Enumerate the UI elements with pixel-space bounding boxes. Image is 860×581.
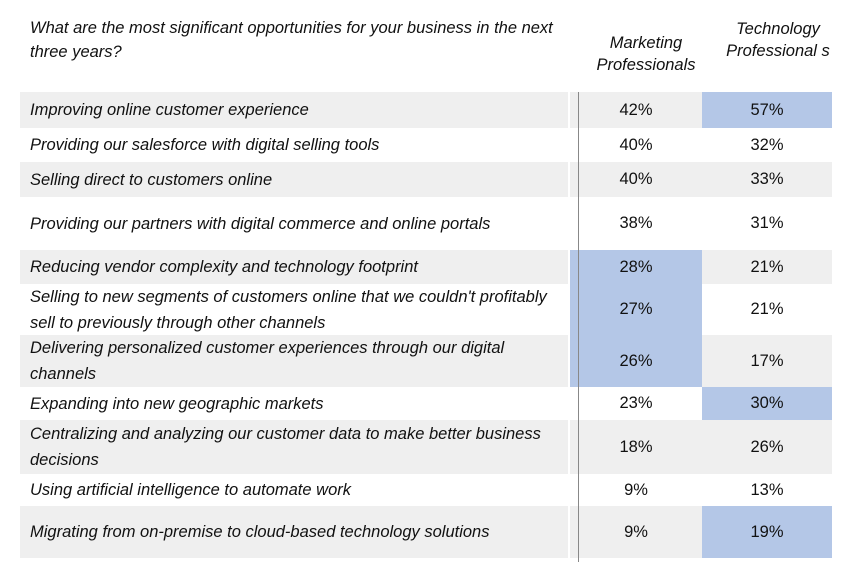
technology-column-header: Technology Professional s: [726, 20, 830, 60]
technology-value: 17%: [702, 335, 832, 387]
row-label: Selling to new segments of customers onl…: [30, 287, 547, 332]
column-divider: [578, 92, 579, 562]
table-row: Reducing vendor complexity and technolog…: [20, 250, 842, 284]
marketing-value: 23%: [619, 394, 653, 412]
marketing-value: 40%: [619, 135, 653, 154]
marketing-value: 26%: [570, 335, 702, 387]
row-label: Centralizing and analyzing our customer …: [20, 420, 568, 474]
table-row: Migrating from on-premise to cloud-based…: [20, 506, 842, 558]
technology-value: 31%: [750, 214, 784, 232]
technology-value: 57%: [702, 92, 832, 128]
marketing-value: 9%: [624, 480, 648, 499]
results-table: Improving online customer experience 42% 5…: [20, 92, 842, 558]
row-label: Providing our partners with digital comm…: [30, 214, 491, 233]
marketing-value: 9%: [570, 506, 702, 558]
row-label: Migrating from on-premise to cloud-based…: [20, 506, 568, 558]
table-row: Selling to new segments of customers onl…: [20, 284, 842, 335]
row-label: Selling direct to customers online: [20, 162, 568, 197]
row-label: Reducing vendor complexity and technolog…: [20, 250, 568, 284]
table-row: Expanding into new geographic markets 23%…: [20, 387, 842, 420]
marketing-value: 38%: [619, 214, 653, 232]
technology-value: 19%: [702, 506, 832, 558]
table-row: Improving online customer experience 42% 5…: [20, 92, 842, 128]
technology-value: 21%: [702, 250, 832, 284]
technology-value: 26%: [702, 420, 832, 474]
table-row: Centralizing and analyzing our customer …: [20, 420, 842, 474]
marketing-column-header: Marketing Professionals: [596, 34, 696, 74]
marketing-value: 42%: [570, 92, 702, 128]
table-row: Delivering personalized customer experie…: [20, 335, 842, 387]
technology-value: 32%: [750, 135, 784, 154]
table-row: Providing our salesforce with digital se…: [20, 128, 842, 162]
row-label: Using artificial intelligence to automat…: [30, 481, 351, 499]
row-label: Delivering personalized customer experie…: [20, 335, 568, 387]
row-label: Improving online customer experience: [20, 92, 568, 128]
table-row: Using artificial intelligence to automat…: [20, 474, 842, 506]
table-row: Selling direct to customers online 40% 33%: [20, 162, 842, 197]
marketing-value: 18%: [570, 420, 702, 474]
technology-value: 30%: [702, 387, 832, 420]
question-header: What are the most significant opportunit…: [30, 19, 553, 61]
technology-value: 21%: [750, 300, 784, 318]
marketing-value: 27%: [570, 284, 702, 335]
technology-value: 13%: [750, 480, 784, 499]
table-row: Providing our partners with digital comm…: [20, 197, 842, 250]
technology-value: 33%: [702, 162, 832, 197]
marketing-value: 28%: [570, 250, 702, 284]
row-label: Providing our salesforce with digital se…: [30, 136, 380, 154]
marketing-value: 40%: [570, 162, 702, 197]
row-label: Expanding into new geographic markets: [30, 394, 324, 413]
